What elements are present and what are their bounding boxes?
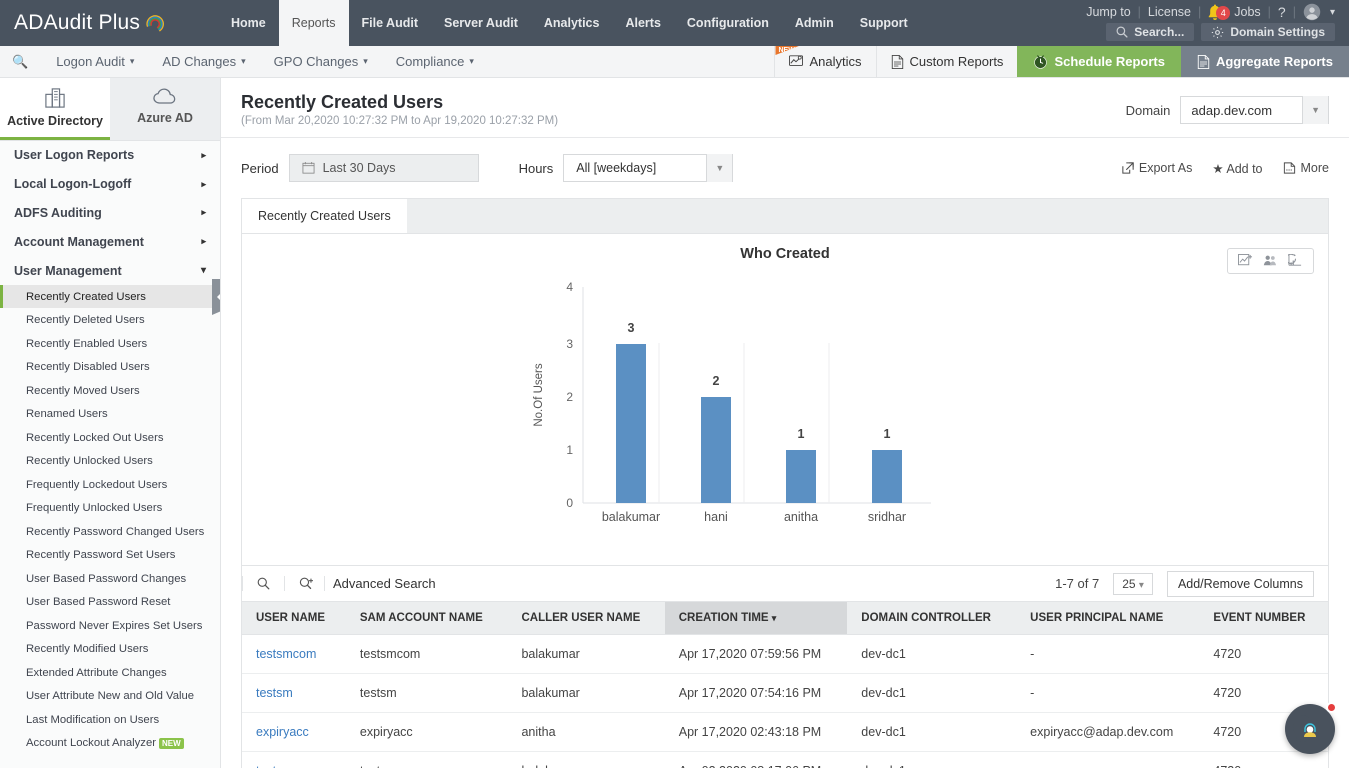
svg-text:3: 3: [566, 337, 573, 351]
svg-text:anitha: anitha: [784, 510, 818, 524]
svg-text:1: 1: [884, 427, 891, 441]
svg-text:2: 2: [566, 390, 573, 404]
svg-text:3: 3: [628, 321, 635, 335]
svg-text:1: 1: [566, 443, 573, 457]
svg-text:2: 2: [713, 374, 720, 388]
svg-text:4: 4: [566, 280, 573, 294]
svg-text:No.Of Users: No.Of Users: [533, 363, 545, 427]
svg-text:hani: hani: [704, 510, 728, 524]
svg-text:balakumar: balakumar: [602, 510, 660, 524]
svg-text:sridhar: sridhar: [868, 510, 906, 524]
svg-text:0: 0: [566, 496, 573, 510]
svg-text:1: 1: [798, 427, 805, 441]
